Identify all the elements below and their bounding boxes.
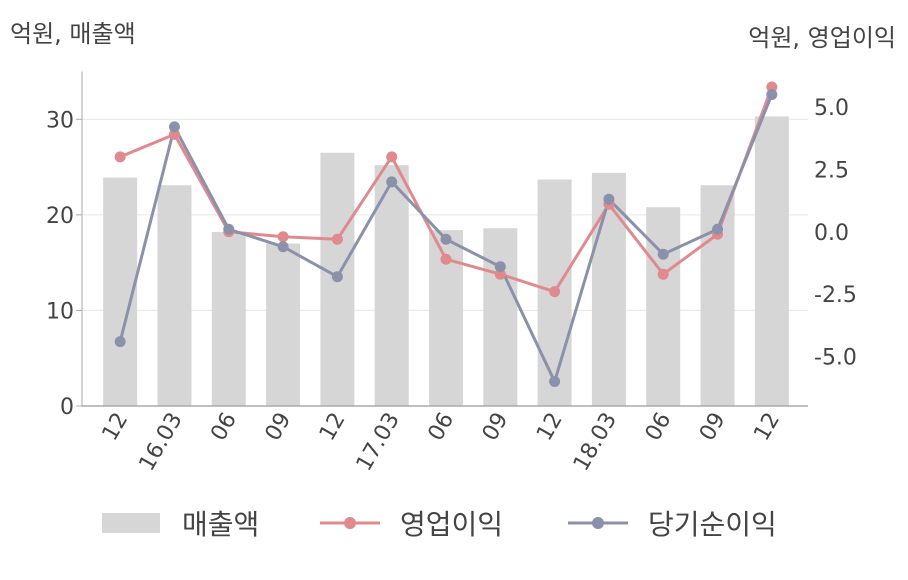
right-tick-label: -2.5 [814,283,857,308]
left-axis-unit: 억원, 매출액 [10,20,136,48]
legend-swatch-sales [102,513,160,533]
x-tick-label: 09 [695,409,731,446]
net-point [331,271,343,283]
net-point [712,223,724,235]
net-point [549,376,561,388]
legend-item-sales: 매출액 [102,498,259,548]
x-tick-label: 09 [261,409,297,446]
net-point [386,176,398,188]
profit-lines [114,81,778,388]
sales-bar [483,228,518,406]
x-tick-label: 06 [641,409,677,446]
x-tick-label: 16.03 [135,409,188,476]
sales-bar [646,207,681,406]
sales-bar [266,243,301,406]
x-tick-label: 12 [98,409,134,446]
operating-point [331,233,343,245]
left-tick-label: 30 [46,108,74,133]
x-tick-label: 12 [315,409,351,446]
net-point [657,248,669,260]
right-tick-label: 0.0 [814,221,849,246]
legend-label-sales: 매출액 [182,508,260,541]
operating-point [657,268,669,280]
net-point [440,233,452,245]
legend-label-net: 당기순이익 [648,508,777,541]
x-tick-label: 12 [749,409,785,446]
legend-item-operating: 영업이익 [320,498,503,548]
legend: 매출액 영업이익 당기순이익 [0,498,908,548]
left-tick-label: 20 [46,204,74,229]
operating-point [440,253,452,265]
net-point [603,193,615,205]
right-tick-label: 2.5 [814,158,849,183]
operating-point [386,151,398,163]
net-point [168,121,180,133]
net-point [223,223,235,235]
x-tick-label: 06 [424,409,460,446]
legend-swatch-net [568,517,628,529]
x-tick-label: 17.03 [352,409,405,476]
net-point [494,261,506,273]
sales-bar [374,165,409,406]
net-point [114,336,126,348]
sales-bar [700,185,735,406]
x-tick-label: 18.03 [569,409,622,476]
x-tick-label: 09 [478,409,514,446]
left-tick-label: 10 [46,299,74,324]
legend-label-operating: 영업이익 [400,508,504,541]
x-tick-label: 12 [532,409,568,446]
sales-bar [754,116,789,406]
operating-point [277,231,289,243]
sales-bars [103,116,789,406]
net-point [766,88,778,100]
sales-bar [157,185,192,406]
operating-point [549,286,561,298]
legend-swatch-operating [320,517,380,529]
legend-item-net: 당기순이익 [568,498,777,548]
right-axis-unit: 억원, 영업이익 [748,24,896,52]
right-tick-label: -5.0 [814,346,857,371]
left-tick-label: 0 [60,395,74,420]
operating-point [114,151,126,163]
right-tick-label: 5.0 [814,96,849,121]
x-tick-label: 06 [206,409,242,446]
net-point [277,241,289,253]
sales-bar [211,232,246,406]
